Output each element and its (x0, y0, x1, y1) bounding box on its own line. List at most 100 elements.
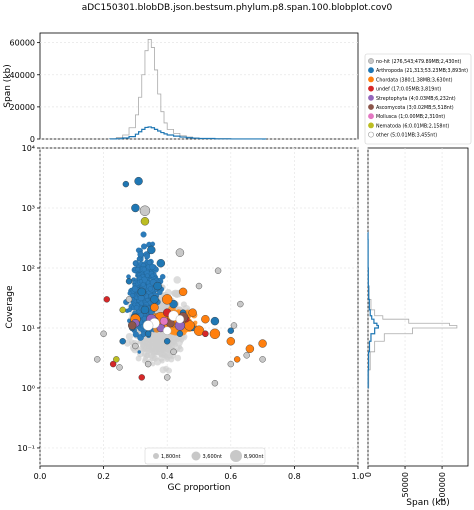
density-cloud-dot (179, 338, 185, 343)
x-tick-label: 1.0 (352, 472, 365, 481)
density-cloud-dot (128, 339, 135, 346)
y-tick-label: 10⁰ (22, 384, 35, 393)
density-cloud-dot (157, 289, 163, 296)
top-histogram-frame (39, 32, 359, 140)
density-cloud-dot (125, 332, 134, 341)
scatter-point (226, 337, 236, 346)
density-cloud-dot (153, 342, 161, 350)
scatter-point (163, 338, 171, 345)
legend-label: undef (17;0.05MB;3,819nt) (376, 87, 441, 93)
scatter-point (233, 356, 241, 363)
series-group (94, 205, 266, 387)
y-tick-label: 10⁴ (22, 144, 35, 153)
density-cloud-dot (140, 231, 147, 238)
scatter-point (162, 326, 172, 335)
density-cloud-dot (173, 342, 179, 347)
legend-marker (368, 113, 374, 120)
scatter-point (134, 176, 143, 186)
scatter-point (140, 305, 150, 315)
x-tick-label: 0.0 (34, 472, 47, 481)
legend-label: Arthropoda (21,313;53.23MB;3,893nt) (376, 68, 468, 74)
density-cloud-dot (172, 292, 178, 298)
scatter-point (150, 295, 159, 304)
scatter-point (178, 287, 188, 297)
scatter-point (131, 203, 140, 213)
legend-marker (368, 104, 374, 110)
scatter-point (122, 180, 130, 188)
y-tick-label: 10³ (22, 204, 35, 213)
y-axis-label: Coverage (5, 285, 15, 329)
main-plot-frame (39, 147, 359, 467)
scatter-point (119, 338, 126, 345)
top-y-tick-label: 60000 (10, 39, 35, 48)
x-tick-label: 0.8 (288, 472, 301, 481)
density-cloud-dot (157, 350, 164, 357)
legend-label: Nematoda (6;0.01MB;2,158nt) (376, 123, 449, 129)
scatter-point (245, 344, 255, 353)
density-cloud-dot (150, 273, 155, 278)
density-cloud-dot (146, 259, 152, 265)
density-cloud-dot (126, 274, 131, 279)
legend-label: no-hit (276,543;479.89MB;2,430nt) (376, 59, 461, 65)
density-cloud-dot (159, 273, 166, 280)
figure-title: aDC150301.blobDB.json.bestsum.phylum.p8.… (82, 3, 393, 13)
scatter-point (175, 314, 185, 324)
scatter-point (211, 380, 219, 387)
scatter-point (125, 278, 133, 285)
density-cloud-dot (147, 351, 156, 359)
legend-label: other (5;0.01MB;3,455nt) (376, 133, 437, 139)
legend-marker (368, 94, 374, 101)
scatter-point (188, 308, 197, 317)
top-histogram-no-hit-line (109, 39, 267, 140)
scatter-point (100, 330, 107, 337)
density-cloud-dot (137, 251, 144, 258)
x-tick-label: 0.4 (161, 472, 174, 481)
legend-label: Chordata (380;1.38MB;3,630nt) (376, 77, 453, 83)
top-y-tick-label: 20000 (10, 103, 35, 112)
scatter-point (201, 314, 210, 324)
scatter-point (119, 306, 126, 314)
scatter-point (258, 339, 267, 348)
legend-marker (368, 76, 374, 83)
top-y-tick-label: 40000 (10, 71, 35, 80)
density-cloud-dot (144, 253, 151, 260)
legend-marker (368, 131, 374, 138)
scatter-point (103, 296, 110, 303)
legend: no-hit (276,543;479.89MB;2,430nt) Arthrop… (364, 53, 472, 145)
right-histogram: 0 50000 100000 Span (kb) (364, 147, 469, 508)
legend-marker (368, 67, 374, 74)
scatter-point (176, 330, 184, 337)
density-cloud-dot (145, 273, 150, 278)
x-tick-label: 0.6 (224, 472, 237, 481)
scatter-point (209, 328, 221, 339)
density-cloud-dot (136, 257, 141, 261)
size-legend-circle (153, 453, 159, 459)
right-x-tick-label: 0 (364, 472, 373, 477)
scatter-point (163, 374, 171, 381)
scatter-point (153, 281, 162, 291)
density-cloud-dot (180, 301, 187, 308)
density-cloud-dot (177, 346, 184, 353)
x-axis-label: GC proportion (168, 483, 231, 493)
right-histogram-frame (367, 147, 469, 467)
density-cloud-dot (135, 267, 140, 272)
density-cloud-dot (132, 302, 137, 307)
scatter-point (139, 205, 151, 216)
size-legend-circle (191, 451, 201, 461)
y-tick-label: 10² (22, 264, 35, 273)
legend-marker (368, 58, 374, 64)
series-group (159, 316, 169, 326)
size-legend-label: 3,600nt (203, 454, 222, 460)
density-cloud-dot (147, 286, 153, 292)
density-cloud-dot (140, 282, 146, 287)
scatter-point (210, 316, 220, 326)
density-cloud-dot (133, 305, 140, 311)
scatter-point (125, 296, 133, 303)
density-cloud-dot (150, 241, 156, 247)
scatter-point (140, 217, 150, 226)
size-legend-label: 1,800nt (161, 454, 180, 460)
legend-label: Mollusca (1;0.00MB;2,310nt) (376, 114, 445, 120)
series-group (142, 310, 185, 335)
legend-label: Ascomycota (3;0.02MB;5,518nt) (376, 105, 454, 111)
